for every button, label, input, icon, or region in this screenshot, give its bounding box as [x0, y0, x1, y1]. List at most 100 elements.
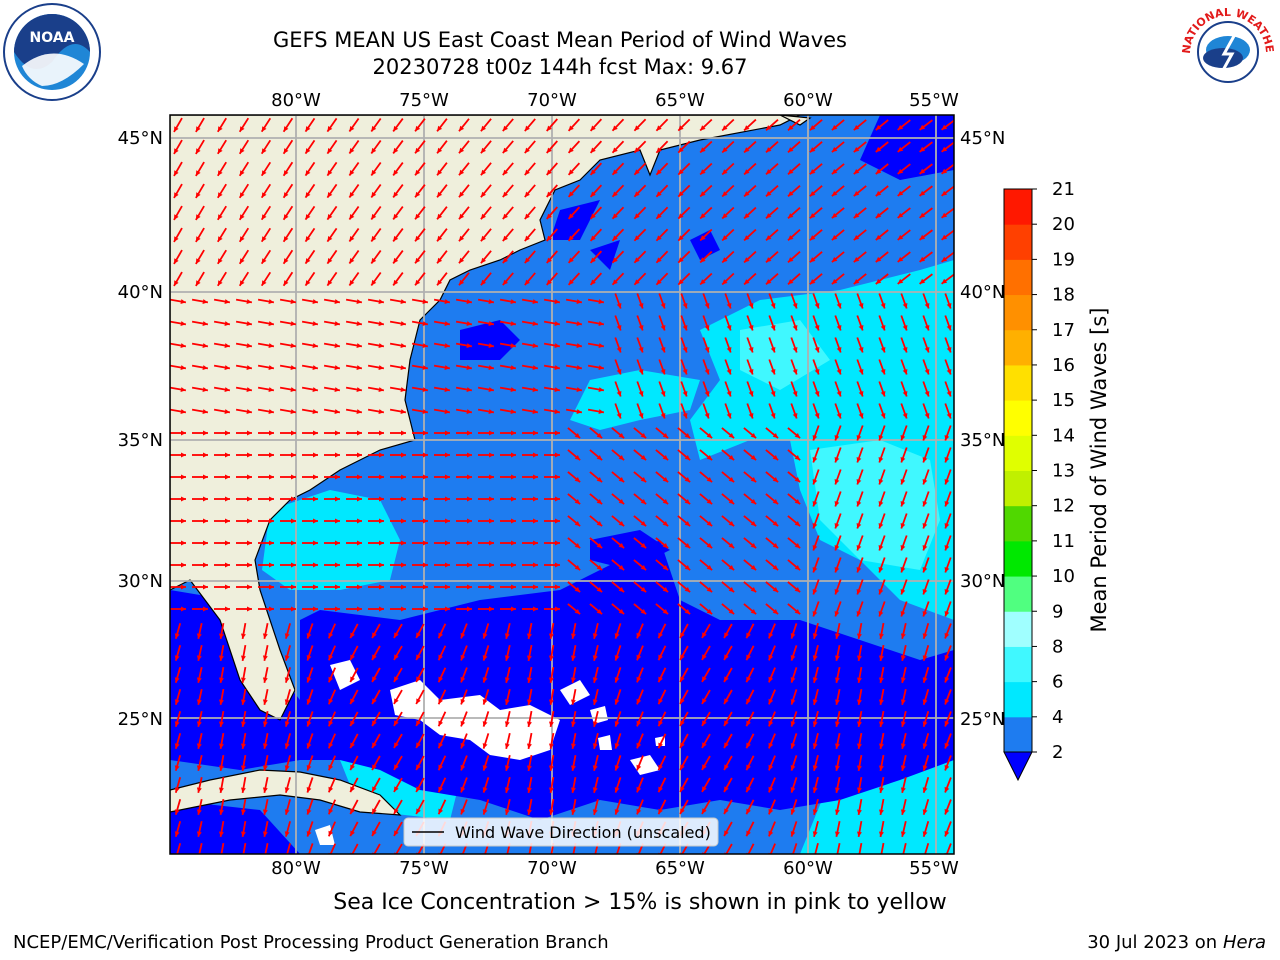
sea-ice-note: Sea Ice Concentration > 15% is shown in … — [333, 890, 947, 915]
wave-arrow-head — [502, 213, 508, 220]
colorbar-tick-label: 11 — [1052, 531, 1075, 552]
wave-arrow-head — [900, 545, 906, 551]
wave-arrow-head — [879, 633, 884, 639]
wave-arrow-head — [571, 809, 576, 815]
wave-arrow-head — [634, 235, 640, 241]
wave-arrow-head — [812, 435, 818, 441]
wave-arrow-head — [312, 409, 318, 414]
wave-arrow-head — [638, 325, 644, 331]
wave-arrow-head — [444, 387, 450, 392]
wave-arrow-head — [262, 787, 268, 793]
colorbar-segment — [1004, 646, 1032, 683]
wave-arrow-head — [174, 126, 179, 132]
wave-arrow-head — [269, 430, 274, 436]
wave-arrow-head — [416, 720, 421, 726]
wave-arrow-head — [640, 565, 647, 571]
wave-arrow-head — [460, 808, 466, 815]
wave-arrow-head — [922, 699, 928, 705]
wave-arrow-head — [728, 521, 735, 527]
lat-label-right: 35°N — [960, 430, 1005, 451]
wave-arrow-head — [571, 677, 576, 683]
direction-legend: Wind Wave Direction (unscaled) — [403, 817, 719, 847]
wave-arrow-head — [379, 430, 384, 436]
wave-arrow-head — [946, 413, 952, 419]
wave-arrow-head — [766, 257, 772, 263]
wave-arrow-head — [466, 343, 472, 348]
wave-arrow-head — [401, 540, 406, 546]
wave-arrow-head — [268, 387, 274, 392]
wave-arrow-head — [532, 365, 538, 370]
wave-arrow-head — [880, 325, 886, 331]
wave-arrow-head — [746, 830, 751, 837]
wave-arrow-head — [946, 347, 952, 353]
wave-arrow — [242, 842, 247, 854]
wave-arrow-head — [511, 584, 516, 590]
wave-arrow — [198, 843, 203, 854]
wave-arrow-head — [480, 213, 486, 220]
wave-arrow-head — [766, 191, 772, 197]
wave-arrow-head — [897, 146, 904, 152]
wave-arrow-head — [900, 611, 906, 617]
wave-arrow-head — [466, 387, 472, 392]
wave-arrow-head — [489, 452, 494, 458]
wave-arrow-head — [328, 786, 334, 793]
wave-arrow-head — [180, 299, 186, 304]
wave-arrow-head — [700, 213, 706, 219]
wave-arrow-head — [900, 457, 906, 463]
wave-arrow-head — [728, 499, 735, 505]
wave-arrow-head — [834, 479, 840, 485]
wave-arrow-head — [217, 280, 223, 286]
wave-arrow-head — [744, 169, 750, 175]
wave-arrow-head — [438, 786, 443, 793]
wave-arrow-head — [900, 523, 906, 529]
wave-arrow-head — [638, 303, 644, 309]
wave-arrow — [880, 842, 885, 854]
wave-arrow-head — [684, 499, 691, 505]
wave-arrow-head — [919, 146, 926, 152]
wave-arrow-head — [809, 191, 816, 197]
wave-arrow-head — [349, 170, 355, 176]
wave-arrow-head — [467, 474, 472, 480]
wave-arrow-head — [748, 303, 754, 309]
wave-arrow-head — [239, 236, 245, 242]
wave-arrow-head — [634, 169, 640, 175]
wave-arrow-head — [768, 830, 774, 837]
wave-arrow-head — [944, 501, 950, 507]
wave-arrow-head — [504, 809, 510, 815]
wave-arrow-head — [268, 365, 274, 370]
wave-arrow-head — [656, 147, 662, 153]
wave-arrow-head — [794, 499, 801, 505]
wave-arrow-head — [328, 676, 334, 683]
legend-text: Wind Wave Direction (unscaled) — [455, 823, 711, 842]
wave-arrow-head — [313, 474, 318, 480]
wave-arrow-head — [618, 477, 625, 483]
colorbar: 2 4 6 8 9 10 11 12 13 14 15 16 17 18 19 20 21 — [1003, 179, 1075, 782]
wave-arrow-head — [511, 540, 516, 546]
wave-arrow-head — [356, 343, 362, 348]
wave-arrow-head — [415, 147, 421, 154]
wave-arrow-head — [941, 212, 948, 218]
wave-arrow-head — [423, 496, 428, 502]
wave-arrow-head — [772, 609, 779, 615]
wave-arrow-head — [638, 369, 644, 375]
colorbar-tick-label: 20 — [1052, 214, 1075, 235]
wave-arrow-head — [357, 430, 362, 436]
wave-arrow-head — [814, 325, 820, 331]
wave-arrow-head — [401, 562, 406, 568]
wave-arrow-head — [262, 655, 268, 661]
wave-arrow-head — [423, 430, 428, 436]
wave-arrow-head — [196, 809, 202, 815]
wave-arrow-head — [922, 611, 928, 617]
wave-arrow-head — [181, 496, 186, 502]
wave-arrow-head — [790, 721, 796, 727]
wave-arrow-head — [225, 496, 230, 502]
lon-label-top: 75°W — [399, 90, 449, 111]
wave-arrow-head — [640, 433, 647, 439]
wave-arrow-head — [853, 213, 860, 219]
wave-arrow-head — [706, 565, 713, 571]
wave-arrow-head — [706, 499, 713, 505]
wave-arrow-head — [598, 343, 604, 348]
wave-arrow-head — [612, 213, 618, 219]
wave-arrow-head — [941, 146, 948, 152]
wave-arrow-head — [658, 808, 663, 815]
